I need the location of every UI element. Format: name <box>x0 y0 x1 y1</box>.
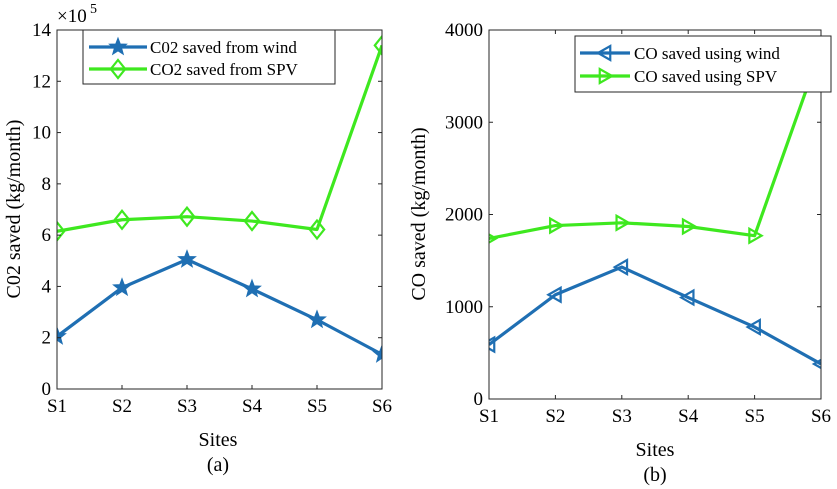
chart-a-ytick-label: 14 <box>32 20 52 41</box>
chart-a-ytick-label: 10 <box>32 123 51 144</box>
chart-b-series-2-point <box>681 217 698 236</box>
chart-a-legend-box <box>82 29 336 85</box>
chart-b-xtick-label: S6 <box>811 406 831 427</box>
chart-b-legend-text-1: CO saved using wind <box>634 44 780 63</box>
chart-a-ytick-label: 8 <box>42 174 52 195</box>
chart-b-series-2-point <box>549 216 565 235</box>
chart-a-series-1-point <box>242 278 262 298</box>
chart-b-xtick-label: S5 <box>745 406 765 427</box>
chart-a-legend-marker-1 <box>108 36 128 56</box>
chart-a-ytick-label: 4 <box>42 276 52 297</box>
chart-a-series-2-point <box>373 34 382 57</box>
chart-b-xtick-label: S4 <box>678 406 699 427</box>
chart-a-series-1-point <box>177 249 197 268</box>
chart-a-ytick-label: 6 <box>42 225 52 246</box>
chart-b-series-1-point <box>745 318 761 336</box>
chart-b-xlabel: Sites <box>636 439 675 461</box>
chart-b-ytick-label: 2000 <box>445 205 483 226</box>
chart-b-series-1-point <box>811 358 821 370</box>
chart-a-exponent-base: ×10 <box>57 6 87 27</box>
chart-b-caption: (b) <box>643 464 666 486</box>
chart-a-series-2-point <box>243 210 261 232</box>
chart-a-legend-text-2: CO2 saved from SPV <box>150 60 299 79</box>
chart-a-xlabel: Sites <box>199 429 238 451</box>
chart-b-legend-box <box>574 35 832 93</box>
chart-b-series-1-point <box>546 285 562 304</box>
chart-a-series-1-point <box>112 277 132 297</box>
chart-a-caption: (a) <box>207 454 229 476</box>
chart-a-series-1-point <box>57 326 67 345</box>
chart-b-series-2-line <box>489 47 821 241</box>
chart-a-exponent-power: 5 <box>90 2 97 17</box>
chart-b-series-1-point <box>612 258 629 276</box>
chart-a-xtick-label: S3 <box>177 396 197 417</box>
chart-a-series-2-point <box>308 218 326 241</box>
chart-b-ytick-label: 4000 <box>445 20 483 41</box>
chart-b-series-1-point <box>678 288 695 307</box>
chart-b-xtick-label: S2 <box>545 406 565 427</box>
chart-b-ylabel: CO saved (kg/month) <box>408 127 430 300</box>
chart-b-xtick-label: S3 <box>612 406 632 427</box>
chart-a-ytick-label: 12 <box>32 71 51 92</box>
chart-b-legend-marker-2 <box>598 67 615 85</box>
chart-b-ytick-label: 3000 <box>445 112 483 133</box>
chart-a-xtick-label: S2 <box>112 396 132 417</box>
chart-b-legend-marker-1 <box>595 44 612 62</box>
chart-b-series-2-point <box>615 213 632 232</box>
chart-a-legend-text-1: C02 saved from wind <box>150 38 297 57</box>
chart-b-ytick-label: 0 <box>474 389 484 410</box>
chart-a-xtick-label: S6 <box>372 396 392 417</box>
chart-a-series-2-point <box>178 205 196 228</box>
chart-a: S1 S2 S3 S4 S5 S6 0 2 4 6 8 10 12 14 ×10 5 C02 saved … <box>3 2 392 476</box>
chart-a-legend: C02 saved from wind CO2 saved from SPV <box>82 29 336 85</box>
chart-a-ytick-label: 0 <box>42 379 52 400</box>
chart-b-series-2-point <box>748 226 764 245</box>
chart-b-series-2-point <box>489 233 499 244</box>
chart-a-xtick-label: S4 <box>242 396 263 417</box>
chart-b: S1 S2 S3 S4 S5 S6 0 1000 2000 3000 4000 CO saved (… <box>408 20 832 486</box>
chart-b-xtick-label: S1 <box>479 406 499 427</box>
chart-a-series-2-point <box>57 220 66 243</box>
chart-a-xtick-label: S1 <box>47 396 67 417</box>
chart-b-legend-text-2: CO saved using SPV <box>634 67 778 86</box>
chart-a-ylabel: C02 saved (kg/month) <box>3 120 25 299</box>
chart-a-series-1-point <box>307 309 327 329</box>
chart-b-ytick-label: 1000 <box>445 297 483 318</box>
chart-b-series-1-line <box>489 265 821 366</box>
chart-b-series-1-point <box>489 335 496 354</box>
chart-a-series-2-point <box>113 208 131 231</box>
chart-a-series-2-line <box>57 44 382 233</box>
chart-a-xtick-label: S5 <box>307 396 327 417</box>
chart-a-legend-marker-2 <box>109 58 127 80</box>
chart-a-series-1-point <box>372 343 382 363</box>
chart-a-series-1-line <box>57 257 382 356</box>
chart-b-legend: CO saved using wind CO saved using SPV <box>574 35 832 93</box>
chart-a-ytick-label: 2 <box>42 328 52 349</box>
